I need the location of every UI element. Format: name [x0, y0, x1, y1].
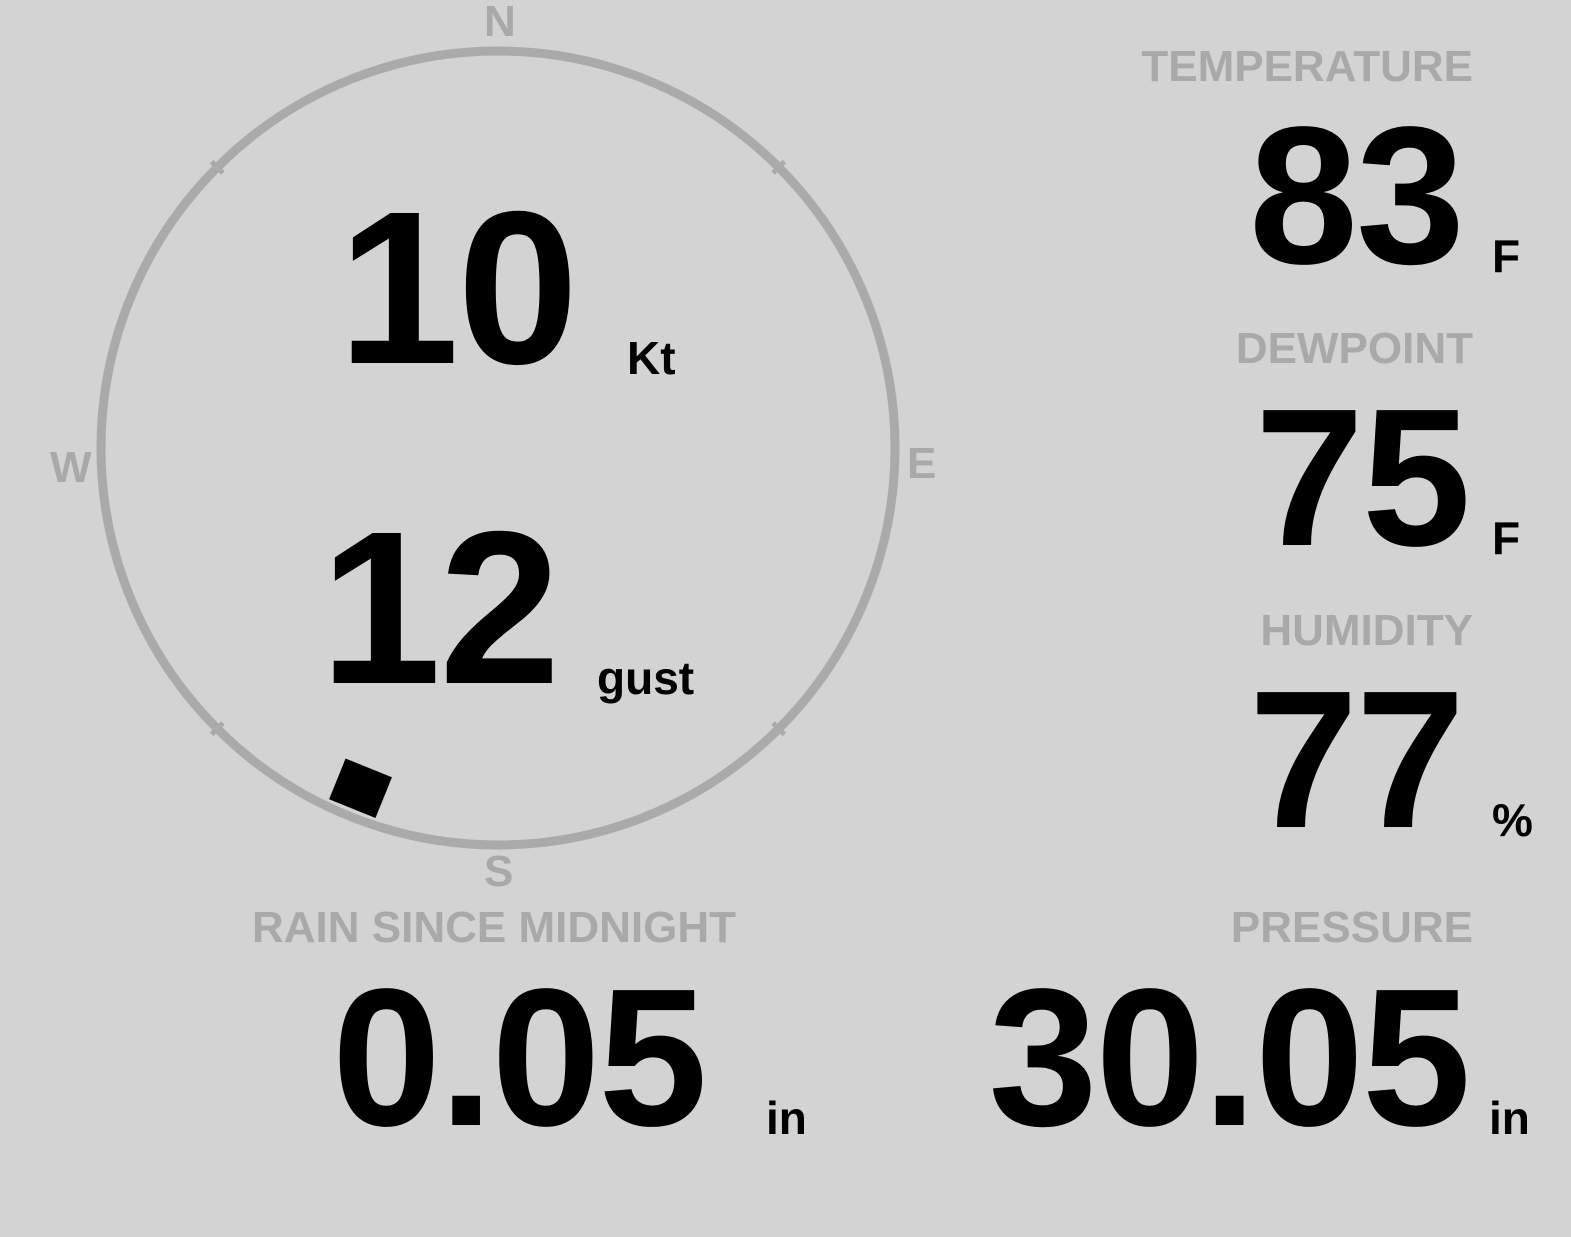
compass-north-label: N [484, 0, 516, 46]
temperature-value: 83 [1248, 86, 1465, 305]
dewpoint-value: 75 [1254, 368, 1471, 587]
rain-unit: in [766, 1092, 807, 1144]
pressure-unit: in [1489, 1092, 1530, 1144]
compass-west-label: W [50, 443, 92, 492]
wind-gust-value: 12 [320, 487, 560, 730]
wind-speed-value: 10 [338, 167, 578, 410]
compass-tick [209, 721, 225, 737]
wind-direction-marker [329, 758, 392, 819]
temperature-unit: F [1492, 230, 1521, 282]
humidity-unit: % [1492, 794, 1533, 846]
compass-east-label: E [907, 439, 937, 488]
wind-speed-unit: Kt [627, 332, 676, 384]
rain-value: 0.05 [332, 948, 707, 1167]
pressure-value: 30.05 [988, 948, 1471, 1167]
humidity-label: HUMIDITY [1260, 606, 1473, 655]
dewpoint-unit: F [1492, 512, 1521, 564]
wind-gust-unit: gust [597, 652, 695, 704]
compass-ring [96, 46, 900, 850]
compass-tick [771, 159, 787, 175]
dewpoint-label: DEWPOINT [1235, 324, 1473, 373]
compass-tick [771, 721, 787, 737]
pressure-label: PRESSURE [1230, 903, 1473, 952]
compass-south-label: S [484, 847, 514, 896]
rain-label: RAIN SINCE MIDNIGHT [252, 903, 736, 952]
temperature-label: TEMPERATURE [1141, 42, 1473, 91]
compass-tick [209, 159, 225, 175]
humidity-value: 77 [1248, 650, 1465, 869]
